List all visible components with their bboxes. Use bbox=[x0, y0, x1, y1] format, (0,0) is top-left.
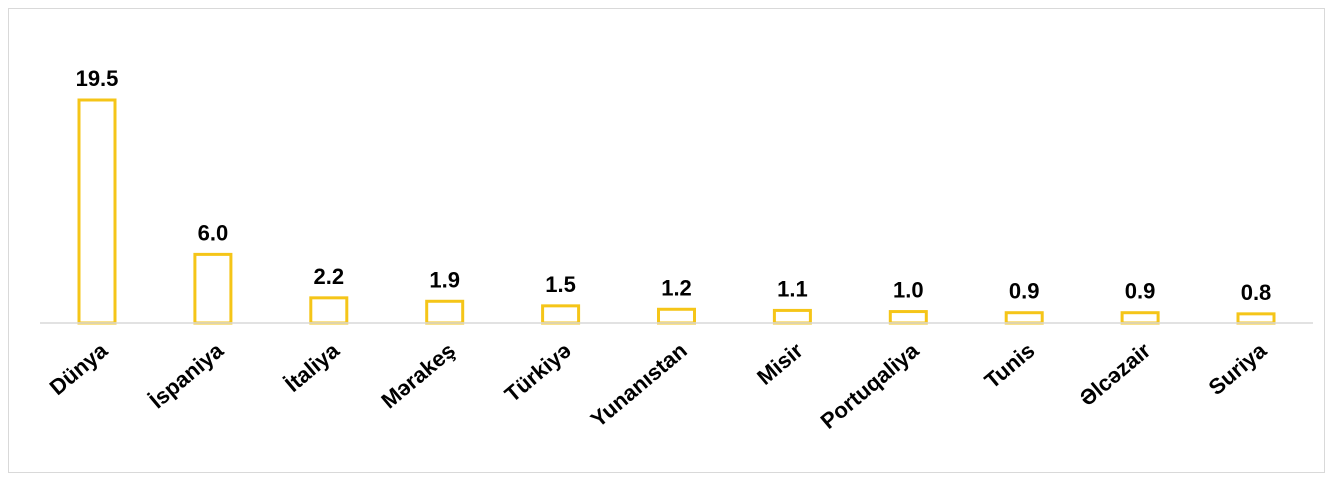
data-label-2: 2.2 bbox=[314, 264, 345, 289]
data-label-10: 0.8 bbox=[1241, 280, 1272, 305]
bar-4 bbox=[541, 304, 581, 325]
category-label-3: Mərakeş bbox=[376, 338, 460, 414]
category-label-5: Yunanıstan bbox=[586, 338, 692, 433]
category-label-2: İtaliya bbox=[280, 337, 344, 397]
category-label-1: İspaniya bbox=[145, 337, 229, 413]
data-label-1: 6.0 bbox=[198, 220, 229, 245]
category-label-8: Tunis bbox=[980, 338, 1040, 394]
data-label-7: 1.0 bbox=[893, 278, 924, 303]
bar-1 bbox=[193, 252, 233, 325]
data-label-4: 1.5 bbox=[545, 272, 576, 297]
category-label-10: Suriya bbox=[1204, 337, 1272, 400]
bar-9 bbox=[1120, 311, 1160, 325]
bar-5 bbox=[657, 307, 696, 325]
data-label-0: 19.5 bbox=[76, 66, 119, 91]
bar-10 bbox=[1236, 312, 1276, 325]
data-label-9: 0.9 bbox=[1125, 279, 1156, 304]
data-label-8: 0.9 bbox=[1009, 279, 1040, 304]
bar-6 bbox=[772, 308, 812, 325]
category-label-0: Dünya bbox=[45, 337, 113, 400]
chart-frame bbox=[8, 8, 1325, 473]
data-label-6: 1.1 bbox=[777, 276, 808, 301]
bar-8 bbox=[1004, 311, 1044, 325]
category-label-4: Türkiyə bbox=[500, 338, 576, 407]
bar-2 bbox=[309, 296, 349, 325]
data-label-3: 1.9 bbox=[429, 267, 460, 292]
bar-3 bbox=[425, 299, 465, 325]
bar-0 bbox=[77, 98, 117, 325]
bar-7 bbox=[888, 310, 928, 325]
data-label-5: 1.2 bbox=[661, 275, 692, 300]
category-label-6: Misir bbox=[752, 337, 808, 389]
category-label-7: Portuqaliya bbox=[816, 337, 924, 434]
category-label-9: Əlcəzair bbox=[1075, 337, 1156, 411]
